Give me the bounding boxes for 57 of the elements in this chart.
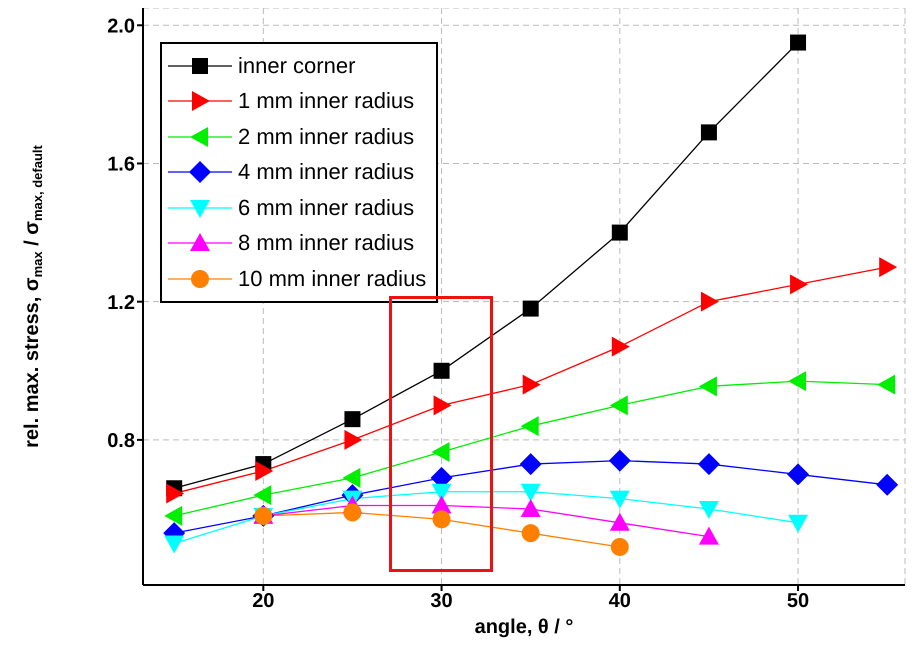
legend-label: 10 mm inner radius bbox=[238, 266, 426, 292]
legend-label: 2 mm inner radius bbox=[238, 124, 414, 150]
point bbox=[522, 524, 540, 542]
point bbox=[788, 514, 808, 533]
point bbox=[522, 300, 539, 317]
x-tick-label: 50 bbox=[786, 590, 810, 612]
point bbox=[342, 468, 360, 488]
point bbox=[610, 490, 630, 509]
point bbox=[700, 124, 717, 140]
point bbox=[790, 274, 808, 294]
point bbox=[520, 484, 541, 502]
x-tick-label: 30 bbox=[430, 590, 453, 612]
point bbox=[610, 538, 629, 556]
point bbox=[520, 498, 541, 517]
point bbox=[434, 362, 450, 379]
point bbox=[698, 453, 720, 476]
legend-label: 8 mm inner radius bbox=[238, 230, 414, 256]
y-tick-label: 0.8 bbox=[107, 430, 135, 452]
point bbox=[698, 526, 719, 545]
point bbox=[434, 395, 452, 416]
point bbox=[522, 374, 541, 395]
y-tick-label: 2.0 bbox=[107, 15, 135, 38]
point bbox=[520, 453, 542, 476]
y-tick-label: 1.6 bbox=[107, 154, 135, 176]
point bbox=[608, 450, 631, 472]
point bbox=[344, 430, 362, 450]
point bbox=[253, 485, 272, 506]
point bbox=[610, 512, 630, 531]
point bbox=[879, 257, 898, 278]
legend-label: inner corner bbox=[238, 52, 356, 79]
point bbox=[877, 374, 896, 395]
y-tick-label: 1.2 bbox=[107, 292, 135, 314]
point bbox=[698, 500, 719, 519]
point bbox=[787, 463, 810, 486]
legend-label: 1 mm inner radius bbox=[238, 88, 414, 114]
point bbox=[344, 411, 360, 428]
point bbox=[700, 292, 719, 312]
point bbox=[432, 510, 451, 528]
point bbox=[166, 483, 184, 504]
point bbox=[790, 34, 806, 51]
point bbox=[255, 460, 274, 481]
point bbox=[343, 503, 362, 522]
point bbox=[698, 376, 717, 396]
point bbox=[612, 336, 630, 357]
point bbox=[164, 536, 184, 554]
legend-label: 6 mm inner radius bbox=[238, 194, 414, 221]
point bbox=[520, 416, 539, 436]
point bbox=[788, 371, 806, 392]
x-tick-label: 40 bbox=[608, 590, 631, 612]
x-tick-label: 20 bbox=[252, 590, 274, 612]
x-axis-title: angle, θ / ° bbox=[474, 616, 574, 638]
legend-label: 4 mm inner radius bbox=[238, 159, 414, 186]
point bbox=[164, 506, 182, 526]
point bbox=[432, 442, 450, 462]
point bbox=[610, 395, 628, 416]
point bbox=[612, 224, 628, 241]
point bbox=[876, 474, 898, 496]
